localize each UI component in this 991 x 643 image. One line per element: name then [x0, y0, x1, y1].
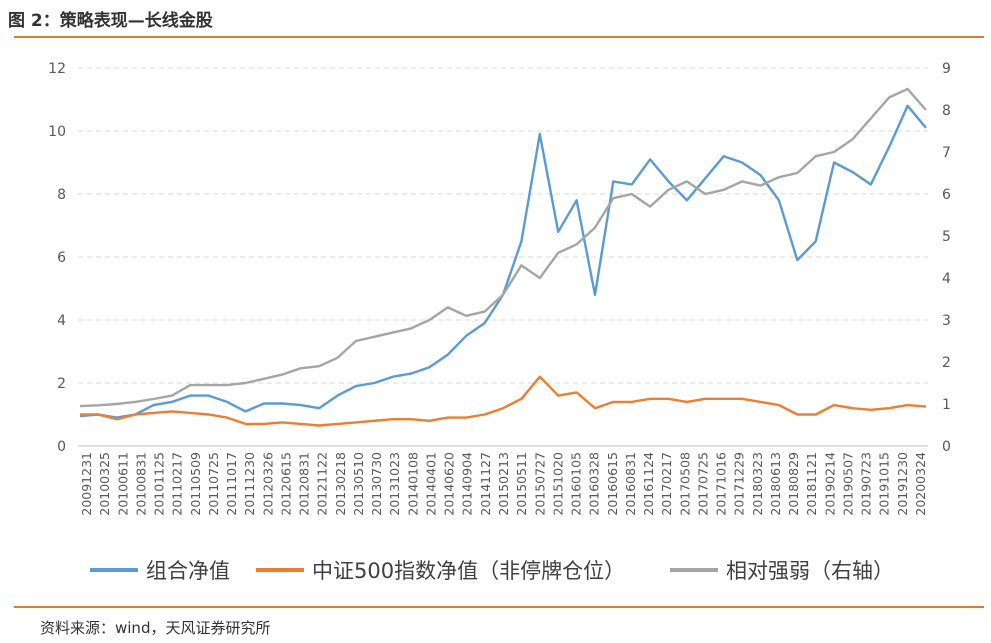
x-axis-tick-label: 20161124 [641, 452, 656, 516]
x-axis-tick-label: 20151020 [550, 452, 565, 516]
x-axis-tick-label: 20160615 [605, 452, 620, 516]
right-axis-tick-label: 9 [942, 61, 951, 77]
x-axis-tick-label: 20160328 [587, 452, 602, 516]
legend-label: 中证500指数净值（非停牌仓位） [312, 559, 625, 583]
x-axis-tick-label: 20181121 [804, 452, 819, 516]
x-axis-tick-label: 20170217 [659, 452, 674, 516]
x-axis-tick-label: 20130218 [333, 452, 348, 516]
series-line-2 [80, 375, 927, 427]
x-axis-tick-label: 20111230 [242, 452, 257, 516]
x-axis-tick-label: 20110725 [206, 452, 221, 516]
left-axis-tick-label: 8 [57, 187, 66, 203]
left-axis-tick-label: 0 [57, 439, 66, 455]
right-axis-tick-label: 8 [942, 103, 951, 119]
x-axis-tick-label: 20180829 [786, 452, 801, 516]
right-axis-tick-label: 7 [942, 145, 951, 161]
x-axis-tick-label: 20131023 [387, 452, 402, 516]
source-note: 资料来源：wind，天风证券研究所 [40, 619, 271, 637]
right-axis-tick-label: 1 [942, 397, 951, 413]
x-axis-tick-label: 20120615 [278, 452, 293, 516]
x-axis-tick-label: 20140904 [460, 452, 475, 516]
legend-label: 相对强弱（右轴） [726, 559, 894, 583]
series-line-1 [79, 104, 927, 419]
x-axis-tick-label: 20180323 [750, 452, 765, 516]
x-axis-tick-label: 20150727 [532, 452, 547, 516]
x-axis-tick-label: 20140401 [423, 452, 438, 516]
x-axis-tick-label: 20170508 [677, 452, 692, 516]
legend-label: 组合净值 [146, 559, 230, 583]
x-axis-tick-label: 20150511 [514, 452, 529, 516]
x-axis-tick-label: 20110217 [170, 452, 185, 516]
right-axis-tick-label: 5 [942, 229, 951, 245]
x-axis-tick-label: 20150213 [496, 452, 511, 516]
left-axis-tick-label: 6 [57, 250, 66, 266]
x-axis-tick-label: 20160105 [569, 452, 584, 516]
x-axis-tick-label: 20100325 [97, 452, 112, 516]
x-axis-tick-label: 20120326 [260, 452, 275, 516]
x-axis-tick-label: 20110509 [188, 452, 203, 516]
x-axis-tick-label: 20180613 [768, 452, 783, 516]
x-axis-tick-label: 20190507 [840, 452, 855, 516]
x-axis-tick-label: 20171016 [714, 452, 729, 516]
x-axis-tick-label: 20130510 [351, 452, 366, 516]
left-axis-tick-label: 2 [57, 376, 66, 392]
x-axis-tick-label: 20191015 [877, 452, 892, 516]
x-axis-tick-label: 20190214 [822, 452, 837, 516]
top-rule [14, 36, 984, 38]
bottom-rule [14, 606, 984, 608]
series-line-3 [79, 87, 927, 408]
left-axis-tick-label: 12 [48, 61, 66, 77]
x-axis-tick-label: 20100611 [115, 452, 130, 516]
x-axis-tick-label: 20130730 [369, 452, 384, 516]
x-axis-tick-label: 20091231 [79, 452, 94, 516]
right-axis-tick-label: 2 [942, 355, 951, 371]
figure-title: 图 2：策略表现—长线金股 [8, 11, 213, 31]
left-axis-tick-label: 4 [57, 313, 66, 329]
x-axis-tick-label: 20200324 [913, 452, 928, 516]
x-axis-tick-label: 20171229 [732, 452, 747, 516]
left-axis-tick-label: 10 [48, 124, 66, 140]
x-axis-tick-label: 20120831 [297, 452, 312, 516]
x-axis-tick-label: 20101125 [152, 452, 167, 516]
right-axis-tick-label: 0 [942, 439, 951, 455]
x-axis-tick-label: 20190723 [859, 452, 874, 516]
x-axis-tick-label: 20141127 [478, 452, 493, 516]
x-axis-tick-label: 20100831 [133, 452, 148, 516]
x-axis-tick-label: 20111017 [224, 452, 239, 516]
x-axis-tick-label: 20140620 [442, 452, 457, 516]
x-axis-tick-label: 20160831 [623, 452, 638, 516]
x-axis-tick-label: 20191230 [895, 452, 910, 516]
right-axis-tick-label: 6 [942, 187, 951, 203]
x-axis-tick-label: 20170725 [695, 452, 710, 516]
x-axis-tick-label: 20140108 [405, 452, 420, 516]
right-axis-tick-label: 4 [942, 271, 951, 287]
x-axis-tick-label: 20121122 [315, 452, 330, 516]
right-axis-tick-label: 3 [942, 313, 951, 329]
